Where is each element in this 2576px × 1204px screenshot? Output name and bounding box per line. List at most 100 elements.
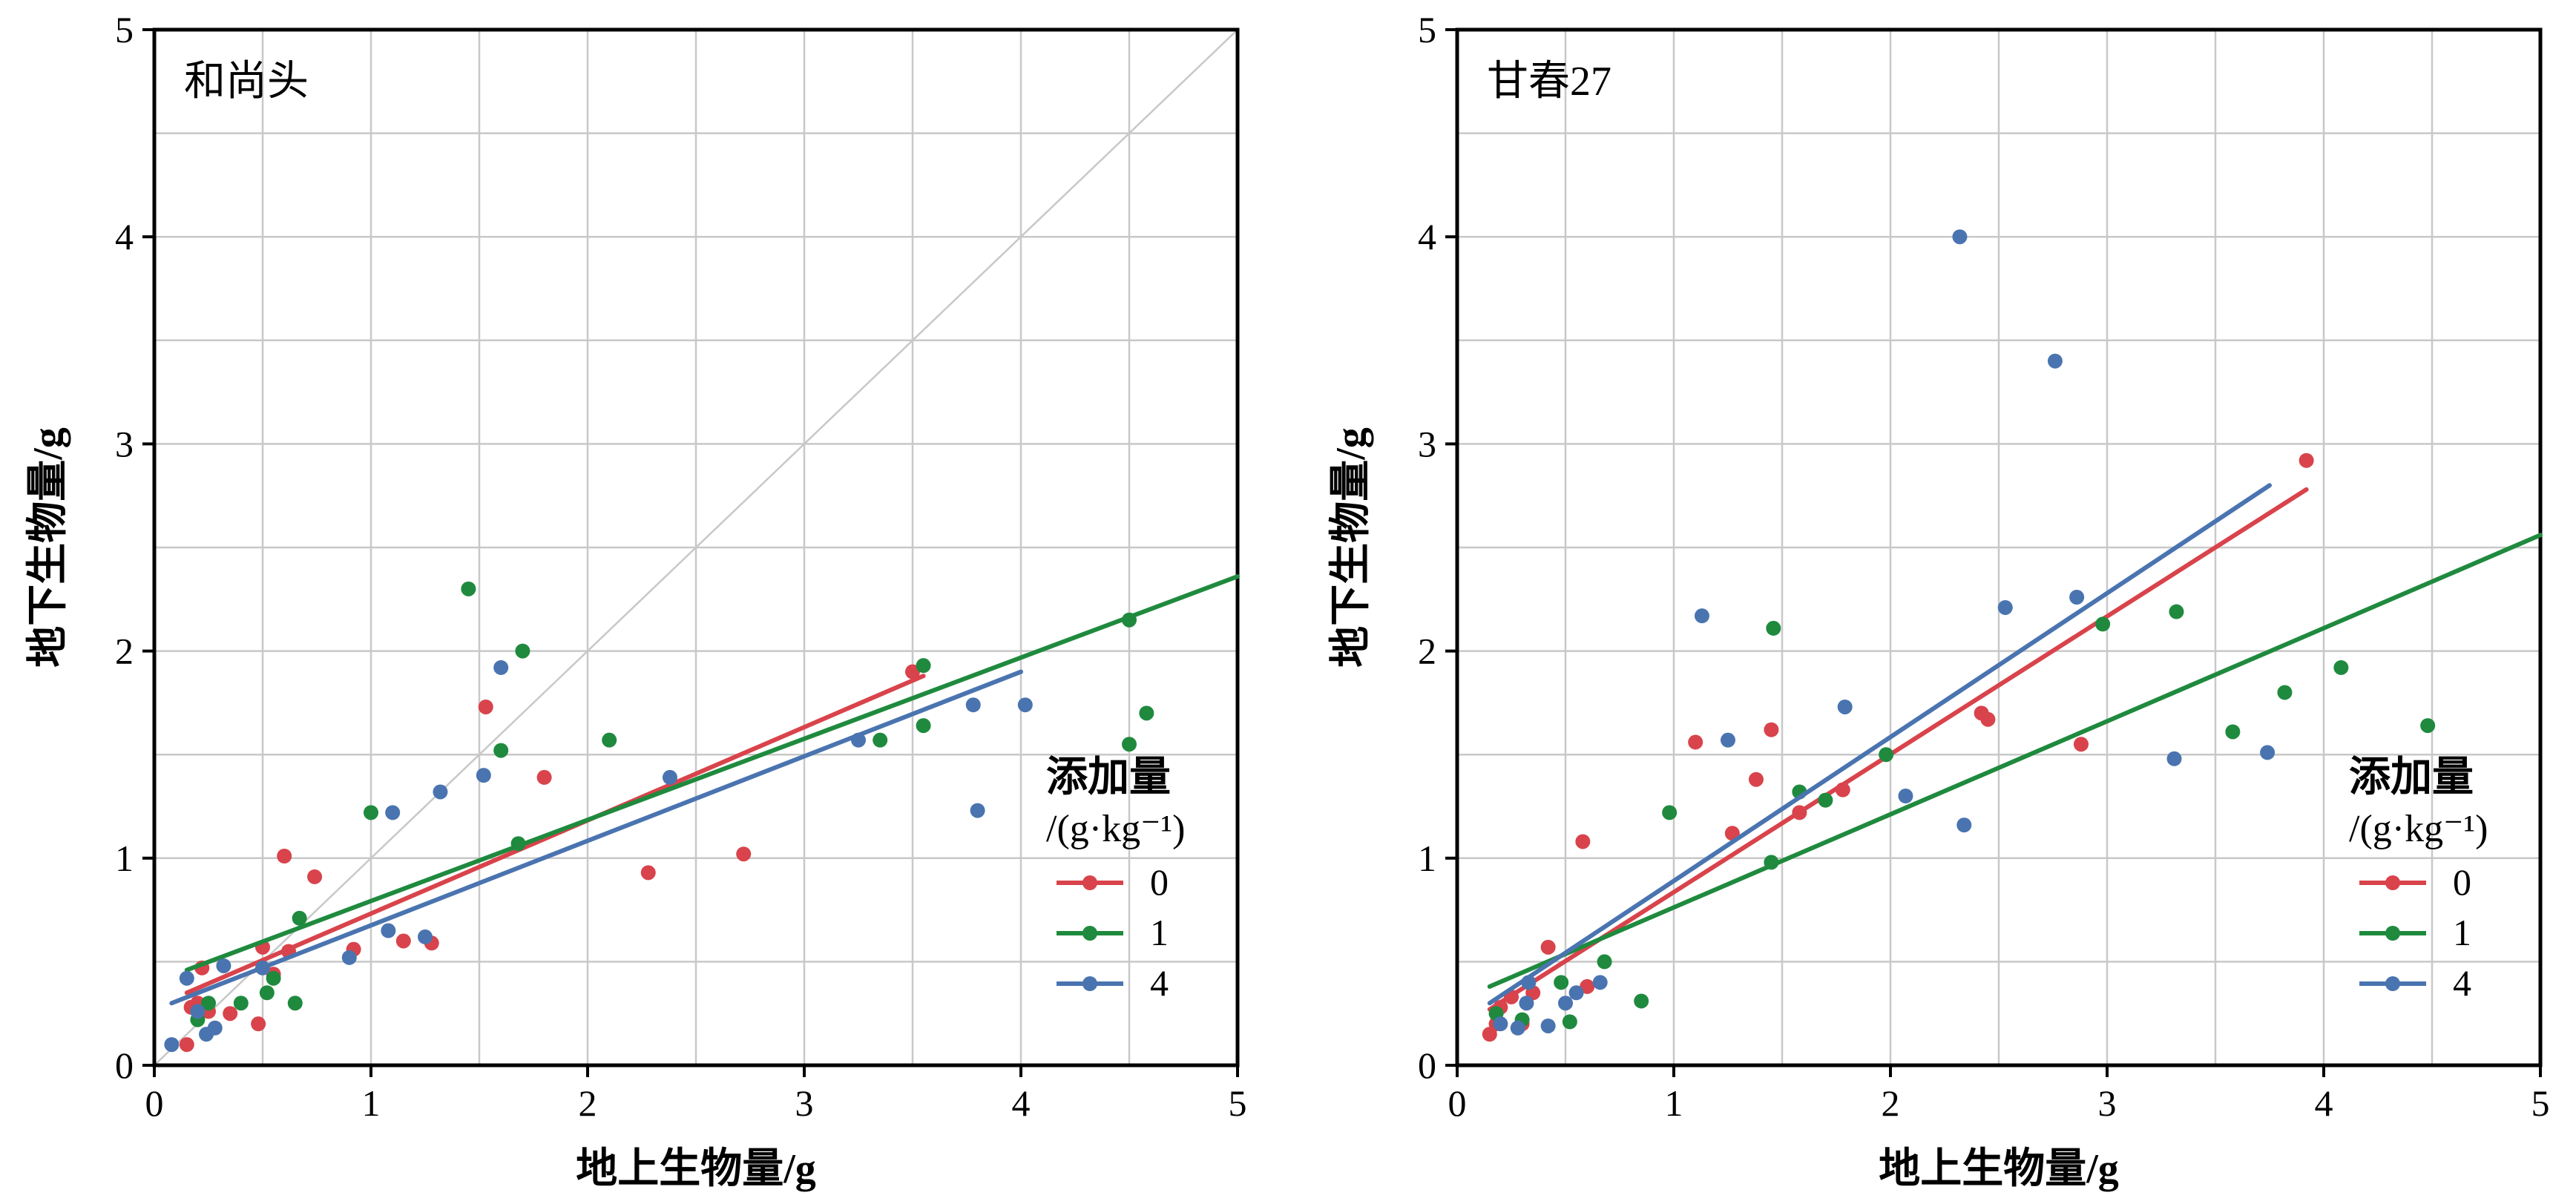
data-point-4 [1952, 229, 1968, 245]
data-point-4 [1510, 1020, 1525, 1036]
legend-marker-4 [2385, 976, 2400, 991]
legend-label-4: 4 [1150, 962, 1169, 1004]
data-point-4 [476, 768, 491, 783]
data-point-4 [965, 697, 981, 713]
data-point-1 [1879, 747, 1894, 763]
x-tick-label: 0 [1448, 1082, 1467, 1124]
data-point-4 [164, 1037, 180, 1053]
data-point-1 [1818, 792, 1833, 808]
data-point-0 [251, 1016, 266, 1032]
legend-label-4: 4 [2453, 962, 2471, 1004]
reference-line-1to1 [154, 29, 1238, 1066]
data-point-1 [1562, 1014, 1577, 1030]
legend-title: 添加量 [1046, 754, 1171, 800]
y-tick-label: 5 [115, 9, 134, 50]
x-tick-label: 2 [579, 1082, 597, 1124]
data-point-4 [433, 784, 448, 800]
data-point-0 [905, 664, 920, 680]
data-point-4 [662, 769, 677, 785]
legend-label-1: 1 [2453, 912, 2471, 953]
axes: 0 1 2 3 4 5 0 1 2 3 4 5 [1418, 9, 2550, 1124]
legend-label-1: 1 [1150, 912, 1169, 953]
x-tick-label: 1 [1665, 1082, 1683, 1124]
y-axis-title: 地下生物量/g [1328, 427, 1374, 668]
legend-unit: /(g·kg⁻¹) [1046, 808, 1185, 850]
data-point-1 [364, 805, 378, 820]
x-tick-label: 2 [1882, 1082, 1900, 1124]
data-point-0 [1580, 978, 1595, 994]
data-point-4 [341, 950, 357, 965]
y-tick-label: 1 [115, 838, 134, 879]
data-point-1 [1662, 805, 1678, 820]
fit-line-0 [1487, 487, 2309, 1012]
data-point-4 [418, 929, 433, 944]
data-point-1 [916, 718, 931, 734]
y-tick-label: 3 [1418, 423, 1436, 464]
fit-line-4 [1487, 483, 2272, 1006]
data-point-1 [1634, 993, 1649, 1009]
data-point-4 [2047, 353, 2063, 369]
y-axis-title: 地下生物量/g [25, 427, 71, 668]
data-point-1 [493, 743, 509, 758]
fit-line-1 [1487, 533, 2543, 989]
legend-label-0: 0 [1150, 861, 1169, 903]
y-tick-label: 0 [1418, 1045, 1436, 1086]
series-4 [164, 659, 1033, 1053]
data-point-1 [510, 836, 526, 852]
chart-panel-right: 0 1 2 3 4 5 0 1 2 3 4 5 地上生物量/g 地下生物量/g 甘春27 添加量 /(g·kg⁻… [1328, 9, 2550, 1192]
data-point-4 [190, 1004, 206, 1019]
data-point-4 [2069, 590, 2085, 605]
data-point-0 [1575, 834, 1591, 849]
y-tick-label: 0 [115, 1045, 134, 1086]
data-point-4 [1540, 1018, 1556, 1033]
data-point-4 [1898, 789, 1913, 804]
legend-marker-0 [1082, 875, 1097, 890]
data-point-4 [1568, 985, 1584, 1001]
data-point-4 [1997, 599, 2013, 615]
data-point-4 [1694, 608, 1709, 624]
data-point-0 [1540, 939, 1556, 955]
legend-unit: /(g·kg⁻¹) [2349, 808, 2488, 850]
data-point-1 [287, 996, 303, 1011]
data-point-1 [873, 732, 888, 748]
data-point-0 [2073, 737, 2089, 752]
data-point-4 [1837, 699, 1853, 714]
data-point-0 [1835, 782, 1850, 797]
x-tick-label: 4 [1012, 1082, 1031, 1124]
data-point-4 [2166, 751, 2182, 766]
data-point-4 [1558, 996, 1573, 1011]
data-point-4 [2260, 745, 2276, 760]
x-axis-title: 地上生物量/g [1879, 1146, 2119, 1192]
data-point-4 [385, 805, 401, 820]
data-point-0 [536, 769, 552, 785]
data-point-1 [2420, 718, 2436, 734]
data-point-1 [916, 658, 931, 674]
y-tick-label: 3 [115, 423, 134, 464]
data-point-1 [292, 910, 307, 926]
legend-title: 添加量 [2349, 754, 2474, 800]
y-tick-label: 4 [1418, 216, 1436, 257]
data-point-1 [1122, 737, 1137, 752]
legend-marker-1 [2385, 926, 2400, 941]
x-tick-label: 1 [362, 1082, 381, 1124]
data-point-0 [307, 869, 323, 884]
data-point-0 [223, 1006, 238, 1022]
x-tick-label: 0 [145, 1082, 164, 1124]
data-point-1 [233, 996, 249, 1011]
x-tick-label: 4 [2315, 1082, 2333, 1124]
x-tick-label: 5 [1229, 1082, 1247, 1124]
data-point-4 [216, 958, 231, 973]
fit-line-1 [184, 574, 1240, 973]
data-point-1 [1766, 620, 1781, 636]
y-tick-label: 5 [1418, 9, 1436, 50]
data-point-1 [2095, 616, 2111, 632]
data-point-0 [395, 933, 411, 949]
x-tick-label: 5 [2531, 1082, 2550, 1124]
gridlines [1457, 30, 2540, 1065]
fit-line-4 [169, 669, 1023, 1006]
x-tick-label: 3 [2098, 1082, 2117, 1124]
series-4 [1487, 229, 2276, 1036]
data-point-0 [1980, 711, 1996, 727]
data-point-1 [259, 985, 275, 1001]
